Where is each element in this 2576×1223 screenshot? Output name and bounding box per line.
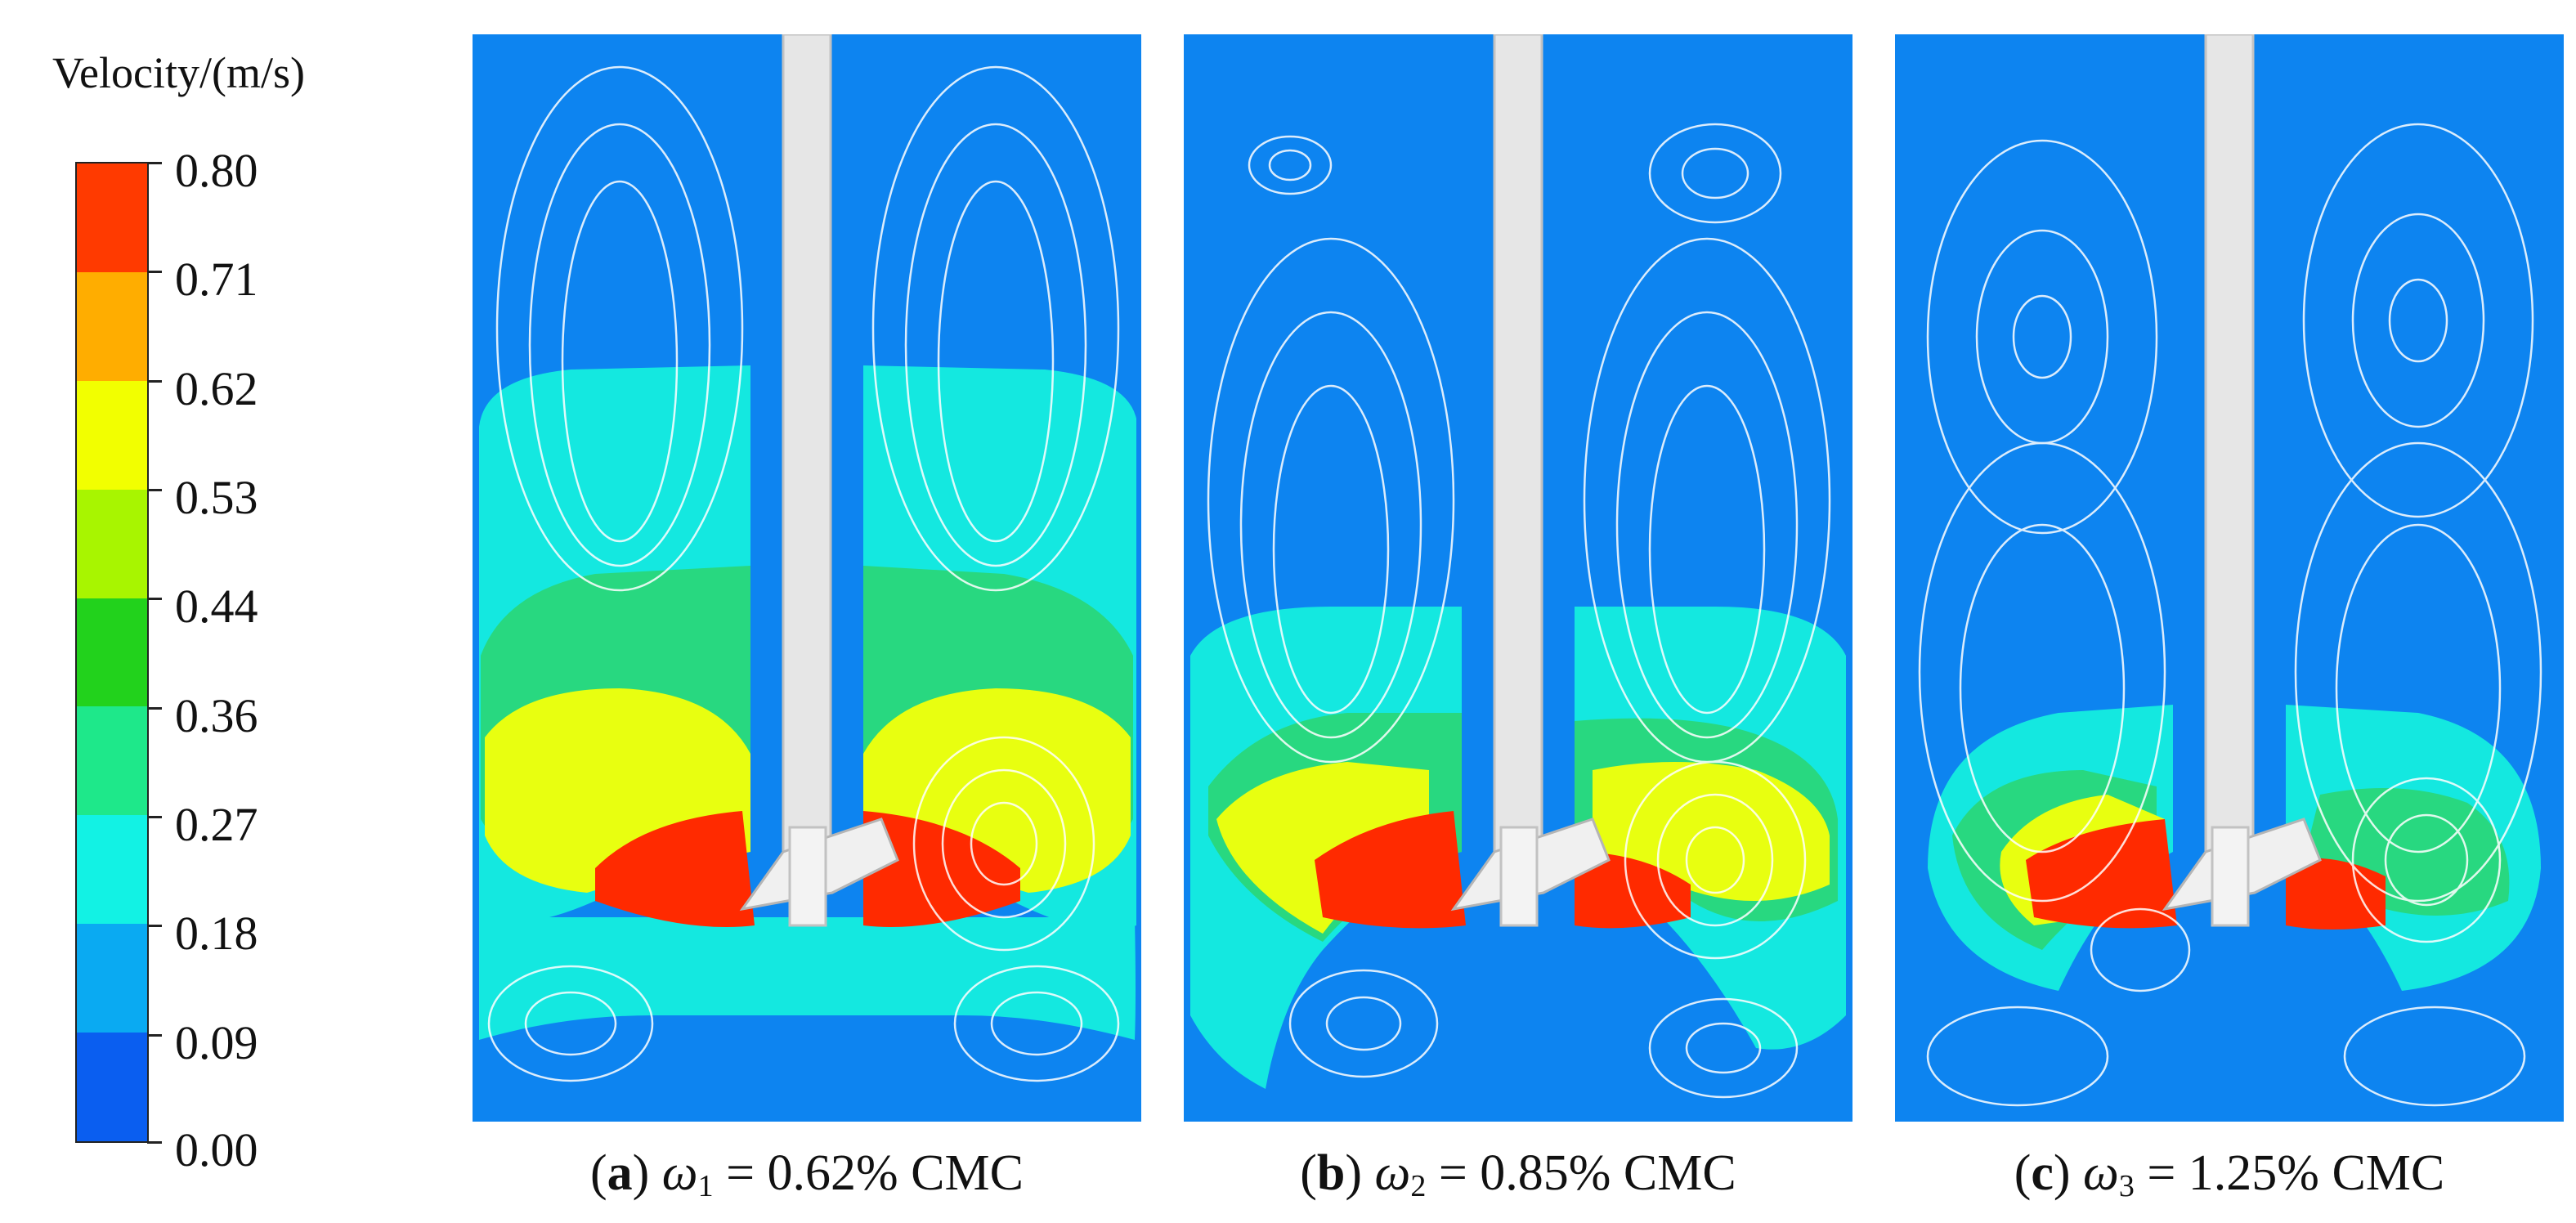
panel-a-subscript: 1 — [697, 1169, 714, 1203]
tick-mark — [147, 1141, 162, 1144]
panel-c-subscript: 3 — [2118, 1169, 2135, 1203]
colorbar-band-6 — [77, 815, 147, 925]
tick-mark — [147, 489, 162, 491]
tick-label: 0.09 — [175, 1016, 258, 1069]
velocity-region-red — [2286, 858, 2386, 930]
tick-mark — [147, 1034, 162, 1037]
panel-c-value: = 1.25% CMC — [2134, 1145, 2445, 1201]
impeller-hub — [1499, 826, 1539, 927]
colorbar-band-3 — [77, 489, 147, 598]
streamlines — [1207, 123, 1831, 1099]
panel-c-velocity-contour — [1895, 34, 2564, 1122]
tick-mark — [147, 271, 162, 273]
panel-c-symbol: ω — [2083, 1145, 2119, 1201]
velocity-region-cyan — [479, 917, 1136, 1040]
panel-a-value: = 0.62% CMC — [713, 1145, 1024, 1201]
velocity-region-yellow — [1216, 762, 1429, 934]
tick-mark — [147, 162, 162, 164]
tick-label: 0.27 — [175, 798, 258, 851]
impeller-hub — [2211, 826, 2250, 927]
colorbar-band-8 — [77, 1033, 147, 1142]
streamlines — [487, 65, 1120, 1082]
panel-b-velocity-contour — [1184, 34, 1852, 1122]
impeller-shaft — [1493, 34, 1543, 853]
panel-b-figure — [1184, 34, 1852, 1122]
tick-label: 0.00 — [175, 1123, 258, 1176]
tick-mark — [147, 707, 162, 710]
panel-b-caption: (b) ω2 = 0.85% CMC — [1300, 1145, 1736, 1203]
velocity-region-red — [863, 811, 1020, 927]
velocity-region-red — [595, 811, 755, 927]
colorbar-band-5 — [77, 706, 147, 816]
tick-mark — [147, 598, 162, 600]
tick-mark — [147, 380, 162, 383]
panel-c-figure — [1895, 34, 2564, 1122]
colorbar-band-0 — [77, 164, 147, 272]
velocity-region-red — [1315, 811, 1466, 929]
tick-label: 0.18 — [175, 907, 258, 960]
panel-b-symbol: ω — [1374, 1145, 1411, 1201]
panel-c-letter: c — [2031, 1145, 2054, 1201]
panel-a-letter: a — [607, 1145, 633, 1201]
legend-title: Velocity/(m/s) — [52, 48, 305, 97]
panel-a-caption: (a) ω1 = 0.62% CMC — [589, 1145, 1024, 1203]
tick-label: 0.80 — [175, 144, 258, 197]
tick-label: 0.36 — [175, 689, 258, 742]
impeller-hub — [788, 826, 827, 927]
impeller-shaft — [782, 34, 832, 853]
colorbar-band-7 — [77, 924, 147, 1033]
streamlines — [1918, 123, 2542, 1107]
panel-a-velocity-contour — [473, 34, 1141, 1122]
colorbar-band-2 — [77, 380, 147, 490]
panel-b-letter: b — [1316, 1145, 1346, 1201]
impeller-shaft — [2204, 34, 2255, 853]
tick-label: 0.44 — [175, 580, 258, 633]
panel-a-symbol: ω — [661, 1145, 698, 1201]
velocity-colorbar — [75, 162, 149, 1143]
tick-label: 0.62 — [175, 362, 258, 415]
tick-label: 0.53 — [175, 471, 258, 524]
panel-b-subscript: 2 — [1410, 1169, 1427, 1203]
colorbar-band-4 — [77, 598, 147, 707]
colorbar-band-1 — [77, 271, 147, 381]
panel-b-value: = 0.85% CMC — [1426, 1145, 1736, 1201]
tick-label: 0.71 — [175, 253, 258, 306]
tick-mark — [147, 816, 162, 818]
panel-a-figure — [473, 34, 1141, 1122]
velocity-region-red — [1575, 852, 1691, 929]
tick-mark — [147, 925, 162, 927]
panel-c-caption: (c) ω3 = 1.25% CMC — [2014, 1145, 2445, 1203]
